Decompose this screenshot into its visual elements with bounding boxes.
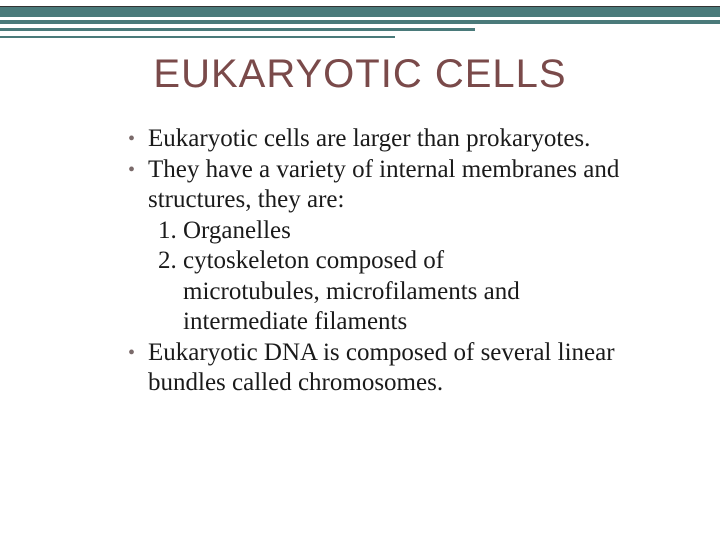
sub-item: 2. cytoskeleton composed of bbox=[128, 246, 658, 277]
bullet-marker: • bbox=[128, 155, 148, 185]
decorative-bars bbox=[0, 0, 720, 40]
sub-item: 1. Organelles bbox=[128, 216, 658, 247]
sub-item-cont: intermediate filaments bbox=[128, 307, 658, 338]
bar-1 bbox=[0, 6, 720, 17]
sub-item-cont: microtubules, microfilaments and bbox=[128, 277, 658, 308]
sub-item-text: 2. cytoskeleton composed of bbox=[158, 247, 444, 274]
slide-title: EUKARYOTIC CELLS bbox=[0, 52, 720, 97]
bullet-text: Eukaryotic cells are larger than prokary… bbox=[148, 124, 658, 155]
bullet-marker: • bbox=[128, 338, 148, 368]
bar-3 bbox=[0, 28, 475, 31]
bar-4 bbox=[0, 36, 395, 38]
bullet-item: • Eukaryotic DNA is composed of several … bbox=[128, 338, 658, 399]
bullet-marker: • bbox=[128, 124, 148, 154]
bar-2 bbox=[0, 20, 720, 24]
bullet-item: • Eukaryotic cells are larger than proka… bbox=[128, 124, 658, 155]
bullet-text: Eukaryotic DNA is composed of several li… bbox=[148, 338, 658, 399]
bullet-text: They have a variety of internal membrane… bbox=[148, 155, 658, 216]
bullet-item: • They have a variety of internal membra… bbox=[128, 155, 658, 216]
slide-body: • Eukaryotic cells are larger than proka… bbox=[128, 124, 658, 399]
